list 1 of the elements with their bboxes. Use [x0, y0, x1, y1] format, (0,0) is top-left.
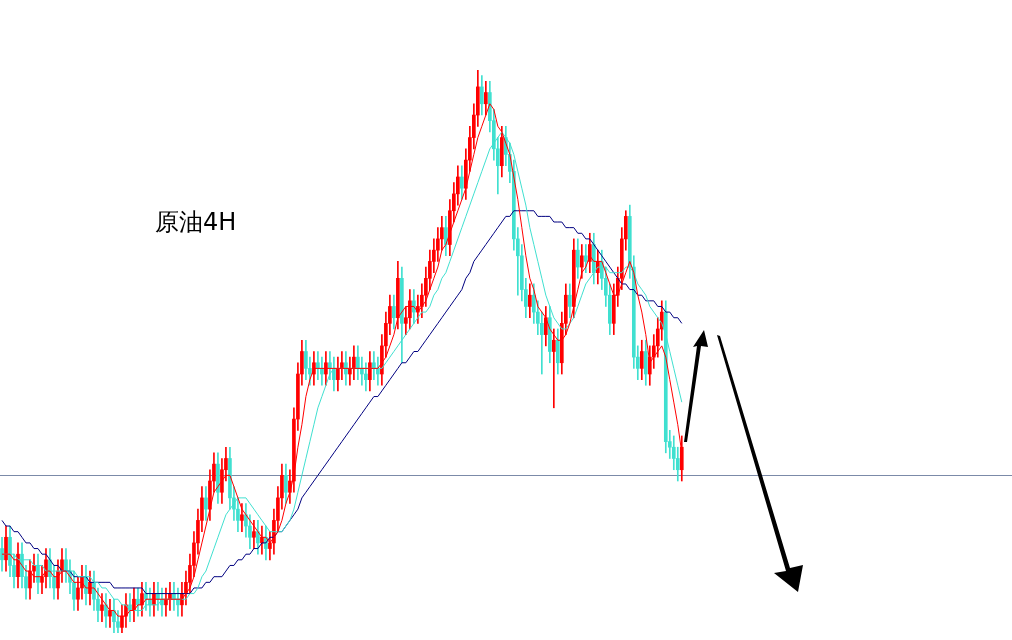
text: 原油4H: [155, 207, 237, 238]
